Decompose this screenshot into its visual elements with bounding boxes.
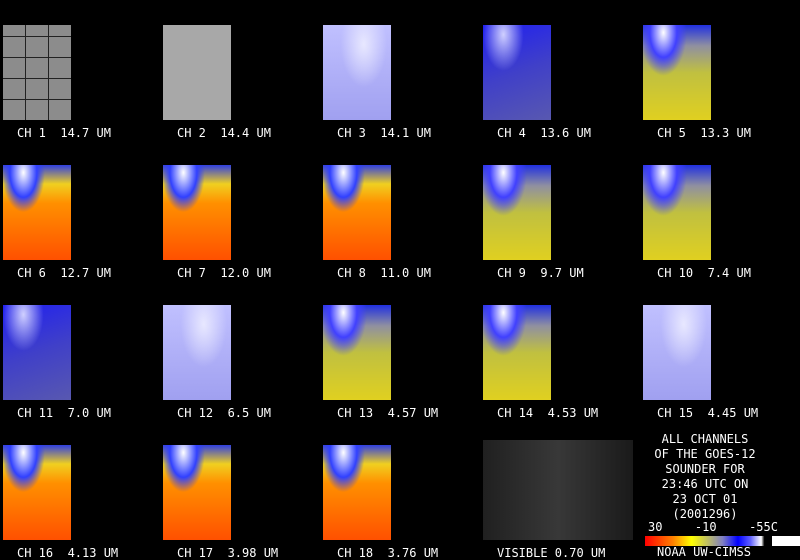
colorbar-label: 30: [648, 520, 663, 534]
panel-label: CH 12 6.5 UM: [177, 406, 271, 420]
satellite-image: [3, 165, 71, 260]
panel-label: CH 6 12.7 UM: [17, 266, 111, 280]
satellite-image: [483, 25, 551, 120]
panel-label: CH 16 4.13 UM: [17, 546, 119, 560]
satellite-image: [483, 305, 551, 400]
satellite-image: [163, 445, 231, 540]
satellite-image: [163, 25, 231, 120]
colorbar-labels: 30 -10 -55C: [648, 520, 778, 534]
info-line: (2001296): [672, 507, 738, 521]
panel-label: CH 5 13.3 UM: [657, 126, 751, 140]
panel-label: CH 1 14.7 UM: [17, 126, 111, 140]
panel-label: CH 13 4.57 UM: [337, 406, 439, 420]
satellite-image: [163, 165, 231, 260]
satellite-image: [323, 305, 391, 400]
panel-label: VISIBLE 0.70 UM: [497, 546, 606, 560]
colorbar-label: -10: [694, 520, 717, 534]
panel-label: CH 14 4.53 UM: [497, 406, 599, 420]
satellite-image: [323, 25, 391, 120]
satellite-image: [323, 445, 391, 540]
satellite-image: [163, 305, 231, 400]
satellite-image: [643, 25, 711, 120]
satellite-image: [3, 445, 71, 540]
panel-label: CH 15 4.45 UM: [657, 406, 759, 420]
panel-label: CH 7 12.0 UM: [177, 266, 271, 280]
info-line: 23 OCT 01: [672, 492, 738, 506]
credit: NOAA UW-CIMSS: [657, 545, 751, 559]
panel-label: CH 3 14.1 UM: [337, 126, 431, 140]
colorbar: [645, 536, 800, 546]
satellite-image: [323, 165, 391, 260]
satellite-image: [643, 165, 711, 260]
satellite-image: [483, 165, 551, 260]
panel-label: CH 18 3.76 UM: [337, 546, 439, 560]
satellite-image: [3, 25, 71, 120]
info-text: ALL CHANNELS OF THE GOES-12 SOUNDER FOR 23:…: [645, 432, 765, 522]
satellite-image: [3, 305, 71, 400]
panel-label: CH 2 14.4 UM: [177, 126, 271, 140]
panel-label: CH 4 13.6 UM: [497, 126, 591, 140]
panel-label: CH 11 7.0 UM: [17, 406, 111, 420]
panel-label: CH 10 7.4 UM: [657, 266, 751, 280]
info-line: 23:46 UTC ON: [661, 477, 749, 491]
panel-label: CH 17 3.98 UM: [177, 546, 279, 560]
info-line: OF THE GOES-12: [654, 447, 756, 461]
info-line: ALL CHANNELS: [661, 432, 749, 446]
satellite-image: [643, 305, 711, 400]
satellite-image: [483, 440, 633, 540]
colorbar-label: -55C: [749, 520, 778, 534]
panel-label: CH 8 11.0 UM: [337, 266, 431, 280]
info-line: SOUNDER FOR: [665, 462, 745, 476]
panel-label: CH 9 9.7 UM: [497, 266, 584, 280]
